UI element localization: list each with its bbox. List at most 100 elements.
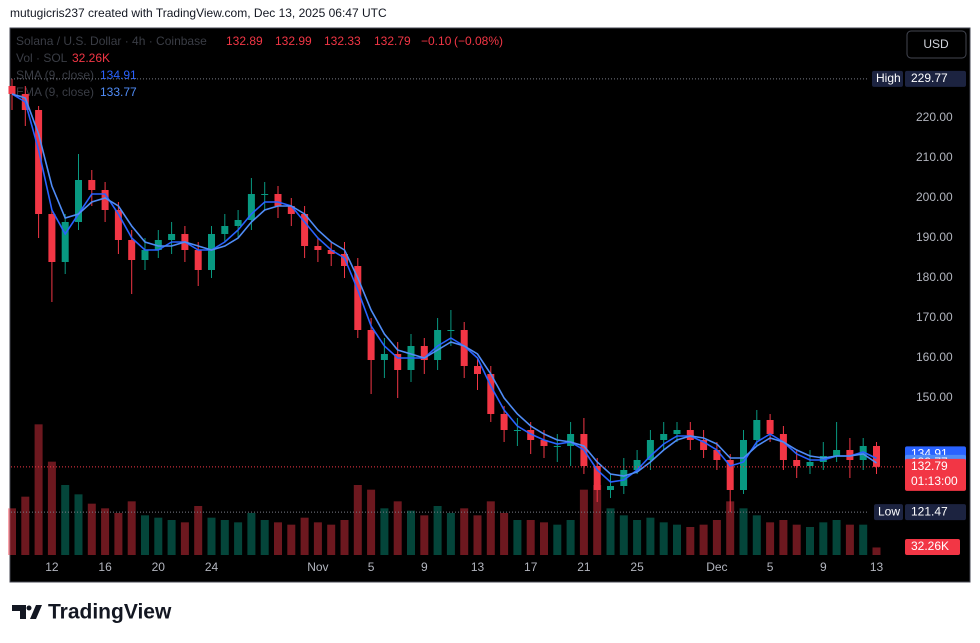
candle-body <box>753 420 761 440</box>
ma-value: 133.77 <box>100 85 137 99</box>
y-tick-label: 180.00 <box>916 270 953 284</box>
candle-body <box>194 250 202 270</box>
candle-body <box>487 374 495 414</box>
x-tick-label: 5 <box>767 560 774 574</box>
currency[interactable]: USD <box>923 37 949 51</box>
y-tick-label: 210.00 <box>916 150 953 164</box>
volume-bar <box>726 501 735 555</box>
volume-name: Vol · SOL <box>16 51 68 65</box>
x-tick-label: 9 <box>421 560 428 574</box>
low-value: 121.47 <box>911 504 948 518</box>
volume-bar <box>154 517 163 555</box>
volume-bar <box>526 520 535 555</box>
legend-low: 132.33 <box>324 34 361 48</box>
candle-body <box>61 222 69 262</box>
volume-bar <box>832 520 841 555</box>
candle-body <box>168 234 176 240</box>
candle-body <box>660 434 668 440</box>
x-tick-label: 9 <box>820 560 827 574</box>
volume-bar <box>21 496 30 555</box>
volume-bar <box>500 513 509 555</box>
candle-body <box>513 430 521 431</box>
low-value-bg <box>905 504 966 521</box>
candle-body <box>274 194 282 206</box>
candle-body <box>527 430 535 440</box>
volume-bar <box>194 506 203 555</box>
x-tick-label: 13 <box>870 560 884 574</box>
candle-body <box>394 354 402 370</box>
candle-body <box>301 214 309 246</box>
candle-body <box>700 440 708 450</box>
volume-bar <box>606 508 615 555</box>
candle-body <box>633 460 641 470</box>
volume-bar <box>47 461 56 555</box>
ma-name: EMA (9, close) <box>16 85 94 99</box>
volume-bar <box>141 515 149 555</box>
volume-bar <box>819 522 828 555</box>
volume-bar <box>872 547 881 555</box>
volume-bar <box>699 524 708 555</box>
volume-bar <box>300 517 309 555</box>
candle-body <box>75 180 82 222</box>
candle-body <box>208 234 215 270</box>
candle-body <box>859 446 867 460</box>
volume-bar <box>87 503 96 555</box>
symbol: Solana / U.S. Dollar · 4h · Coinbase <box>16 34 207 48</box>
x-tick-label: 16 <box>98 560 112 574</box>
currency-button[interactable] <box>906 30 967 59</box>
volume-bar <box>566 520 575 555</box>
x-tick-label: 20 <box>152 560 166 574</box>
candle-body <box>833 450 841 456</box>
x-tick-label: 21 <box>577 560 591 574</box>
candle-body <box>354 266 362 330</box>
candle-body <box>779 434 787 460</box>
candle-body <box>713 450 721 460</box>
volume-bar <box>127 501 136 555</box>
volume-bar <box>393 501 402 555</box>
y-tick-label: 160.00 <box>916 350 953 364</box>
volume-bar <box>553 524 562 555</box>
volume-bar <box>260 520 269 555</box>
y-tick-label: 190.00 <box>916 230 953 244</box>
high-value: 229.77 <box>911 71 948 85</box>
candle-body <box>88 180 96 190</box>
low-label-bg <box>874 504 903 521</box>
x-tick-label: 5 <box>368 560 375 574</box>
volume-bar <box>806 527 814 555</box>
volume-bar <box>287 524 296 555</box>
candle-body <box>593 466 601 490</box>
volume-bar <box>792 524 801 555</box>
caption: mutugicris237 created with TradingView.c… <box>10 6 387 20</box>
x-tick-label: 12 <box>45 560 59 574</box>
volume-bar <box>207 517 216 555</box>
volume-bar <box>460 508 469 555</box>
volume-bar <box>752 515 761 555</box>
volume-bar <box>220 520 229 555</box>
volume-bar <box>446 513 455 555</box>
last-price: 132.79 <box>911 459 948 473</box>
last-price-bg <box>905 458 966 491</box>
candle-body <box>686 430 694 440</box>
candle-body <box>101 190 109 210</box>
volume-bar <box>34 424 43 555</box>
volume-bar <box>420 515 429 555</box>
volume-bar <box>114 513 123 555</box>
moving-average <box>11 93 877 477</box>
volume-bar <box>274 522 282 555</box>
volume-bar <box>513 520 522 555</box>
volume-bar <box>313 522 322 555</box>
candle-body <box>327 250 335 254</box>
legend-change-pct: (−0.08%) <box>454 34 503 48</box>
candle-body <box>48 214 56 262</box>
legend-change: −0.10 <box>421 34 452 48</box>
candle-body <box>474 366 481 374</box>
high-label: High <box>876 71 901 85</box>
candle-body <box>846 450 854 460</box>
x-tick-label: Nov <box>307 560 328 574</box>
volume-bar <box>739 508 748 555</box>
candle-body <box>819 456 827 462</box>
candle-body <box>806 462 814 466</box>
volume-last-value: 32.26K <box>911 539 949 553</box>
volume-bar <box>407 510 415 555</box>
